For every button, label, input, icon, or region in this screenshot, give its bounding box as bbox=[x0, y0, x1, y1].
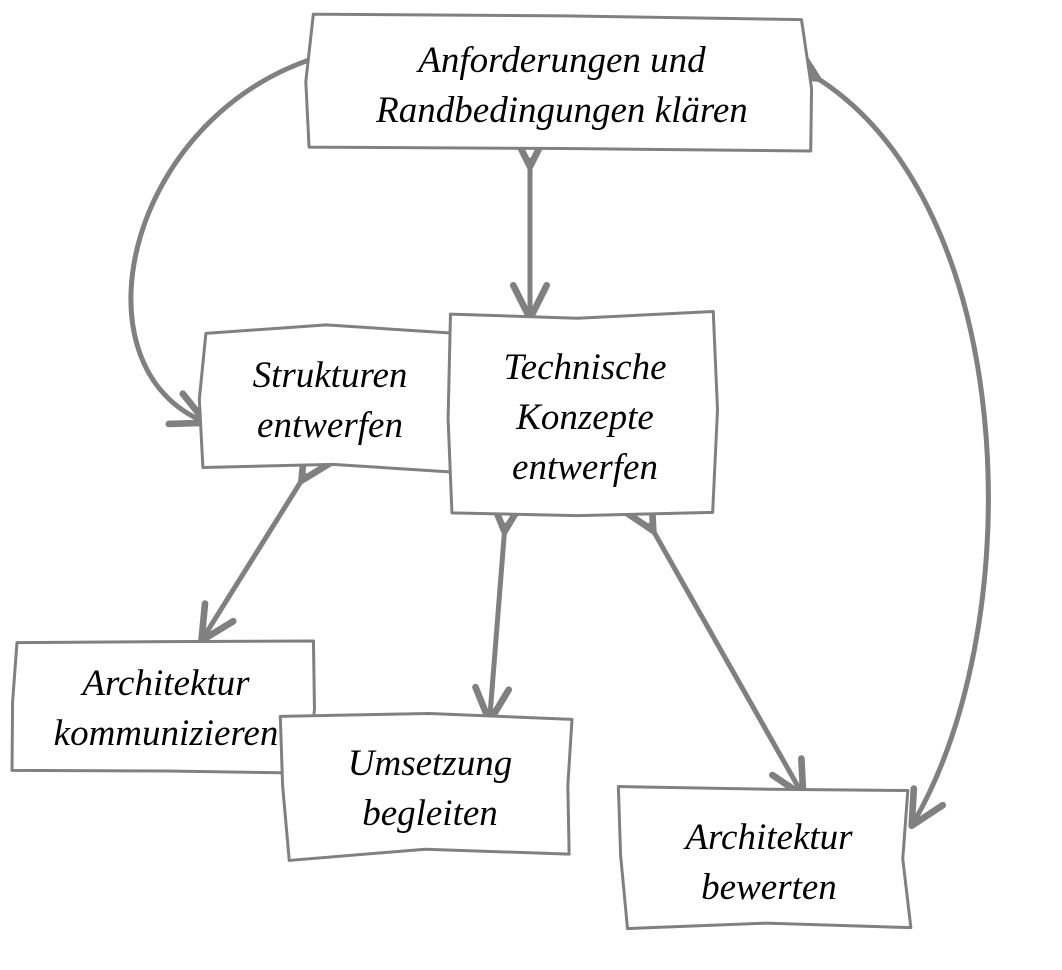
edge-e5 bbox=[490, 525, 505, 715]
node-umsetzung: Umsetzung begleiten bbox=[288, 720, 572, 858]
node-kommunizieren: Architektur kommunizieren bbox=[17, 640, 315, 778]
node-label: Umsetzung begleiten bbox=[348, 739, 512, 839]
node-label: Technische Konzepte entwerfen bbox=[503, 343, 666, 493]
node-label: Architektur bewerten bbox=[685, 813, 852, 913]
node-technische: Technische Konzepte entwerfen bbox=[455, 316, 715, 520]
edge-e4 bbox=[205, 475, 305, 635]
node-anforderungen: Anforderungen und Randbedingungen klären bbox=[314, 17, 810, 155]
node-label: Architektur kommunizieren bbox=[54, 659, 279, 759]
node-strukturen: Strukturen entwerfen bbox=[203, 332, 457, 470]
diagram-stage: Anforderungen und Randbedingungen klären… bbox=[0, 0, 1062, 970]
node-label: Strukturen entwerfen bbox=[253, 351, 408, 451]
edge-e3 bbox=[812, 75, 988, 820]
edge-e6 bbox=[650, 525, 800, 790]
node-bewerten: Architektur bewerten bbox=[627, 794, 911, 932]
node-label: Anforderungen und Randbedingungen klären bbox=[376, 36, 748, 136]
